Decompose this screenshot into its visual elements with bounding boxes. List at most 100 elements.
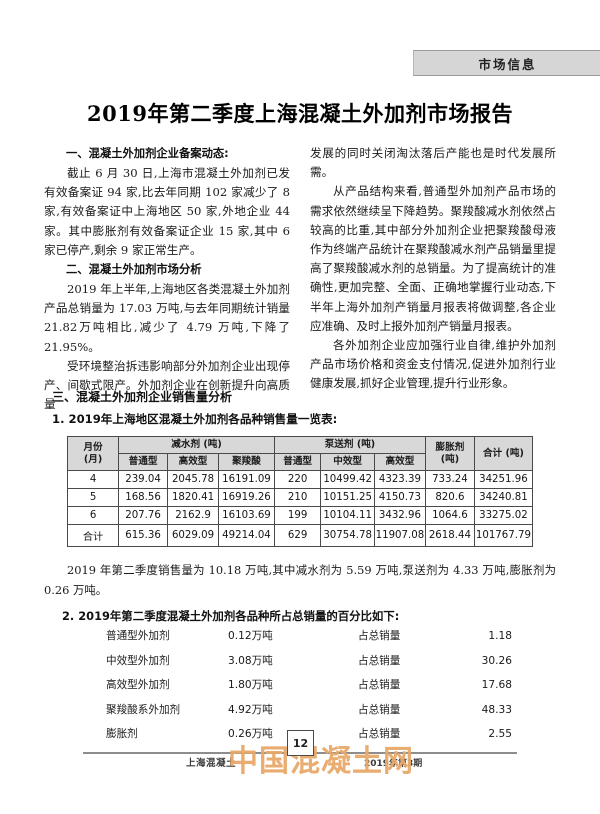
section-1-heading: 一、混凝土外加剂企业备案动态: [66, 147, 229, 160]
section-2-heading: 二、混凝土外加剂市场分析 [66, 263, 202, 277]
cell-value: 10151.25 [320, 488, 375, 507]
percentage-label: 占总销量 [358, 654, 401, 667]
section-2-paragraph-2: 受环境整治拆违影响部分外加剂企业出现停产、间歇式限产。外加剂企业在创新提升向高质… [44, 358, 290, 412]
cell-value: 10499.42 [320, 470, 375, 489]
section-3: 三、混凝土外加剂企业销售量分析 1. 2019年上海地区混凝土外加剂各品种销售量… [44, 388, 556, 427]
watermark: 中国混凝土网 [228, 744, 414, 779]
footer-left-label: 上海混凝土 [186, 758, 237, 769]
cell-value: 34251.96 [473, 470, 534, 489]
cell-value: 2045.78 [166, 470, 220, 489]
percentage-label: 占总销量 [358, 679, 401, 691]
cell-value: 210 [273, 488, 322, 507]
percentage-label: 占总销量 [358, 630, 401, 642]
cell-value: 33275.02 [473, 506, 534, 525]
percentage-list: 普通型外加剂 0.12万吨 占总销量 1.18 中效型外加剂 3.08万吨 占总销量 30.2… [106, 628, 516, 751]
cell-value: 34240.81 [473, 488, 534, 507]
article-body: 一、混凝土外加剂企业备案动态: 截止 6 月 30 日,上海市混凝土外加剂已发有… [44, 144, 556, 414]
cell-value: 101767.79 [473, 524, 534, 547]
column-right: 发展的同时关闭淘汰落后产能也是时代发展所需。 从产品结构来看,普通型外加剂产品市… [310, 144, 556, 414]
header-sub-1: 高效型 [166, 453, 220, 471]
cell-month: 5 [66, 488, 120, 507]
table-row: 5 168.56 1820.41 16919.26 210 10151.25 4150.73… [66, 488, 534, 507]
cell-value: 168.56 [118, 488, 168, 507]
percentage-name: 普通型外加剂 [106, 630, 170, 642]
table-row: 4 239.04 2045.78 16191.09 220 10499.42 4323.39… [66, 470, 534, 489]
section-2-paragraph-1: 2019 年上半年,上海地区各类混凝土外加剂产品总销量为 17.03 万吨,与去… [44, 282, 290, 354]
running-header-label: 市场信息 [478, 56, 537, 72]
cell-value: 16191.09 [218, 470, 275, 489]
percentage-name: 膨胀剂 [106, 728, 138, 740]
cell-value: 49214.04 [218, 524, 275, 547]
cell-value: 1064.6 [425, 506, 475, 525]
percentage-label: 占总销量 [358, 703, 401, 716]
cell-value: 16919.26 [218, 488, 275, 507]
cell-value: 1820.41 [166, 488, 220, 507]
cell-month: 4 [66, 470, 120, 489]
cell-value: 615.36 [118, 524, 168, 547]
percentage-label: 占总销量 [358, 728, 401, 740]
header-month-line2: (月) [83, 453, 103, 465]
header-sub-2: 聚羧酸 [218, 453, 275, 471]
cell-month: 6 [66, 506, 120, 525]
percentage-row: 高效型外加剂 1.80万吨 占总销量 17.68 [106, 677, 516, 702]
summary-paragraph: 2019 年第二季度销售量为 10.18 万吨,其中减水剂为 5.59 万吨,泵… [44, 563, 556, 597]
section-3-item-1: 1. 2019年上海地区混凝土外加剂各品种销售量一览表: [52, 412, 338, 426]
percentage-name: 中效型外加剂 [106, 654, 170, 667]
sales-table-wrapper: 月份 (月) 减水剂 (吨) 泵送剂 (吨) 膨胀剂 (吨) 合计 (吨) 普通… [66, 436, 534, 547]
column-left: 一、混凝土外加剂企业备案动态: 截止 6 月 30 日,上海市混凝土外加剂已发有… [44, 144, 290, 414]
cell-value: 16103.69 [218, 506, 275, 525]
running-header: 市场信息 [413, 50, 600, 76]
right-paragraph-3: 各外加剂企业应加强行业自律,维护外加剂产品市场价格和资金支付情况,促进外加剂行业… [310, 338, 556, 391]
percentage-name: 聚羧酸系外加剂 [106, 703, 181, 716]
header-month: 月份 (月) [66, 436, 120, 471]
percentage-value: 48.33 [481, 703, 512, 716]
header-sub-0: 普通型 [118, 453, 168, 471]
percentage-amount: 3.08万吨 [228, 654, 273, 667]
right-paragraph-1: 发展的同时关闭淘汰落后产能也是时代发展所需。 [310, 146, 556, 180]
header-expander: 膨胀剂 (吨) [425, 436, 475, 471]
percentage-amount: 1.80万吨 [228, 679, 273, 691]
cell-value: 199 [273, 506, 322, 525]
header-sub-3: 普通型 [273, 453, 322, 471]
cell-value: 629 [273, 524, 322, 547]
percentage-value: 30.26 [481, 654, 512, 667]
percentage-value: 2.55 [488, 728, 512, 740]
cell-value: 2618.44 [425, 524, 475, 547]
header-sub-4: 中效型 [320, 453, 375, 471]
section-3-item-2: 2. 2019年第二季度混凝土外加剂各品种所占总销量的百分比如下: [62, 609, 400, 623]
percentage-value: 17.68 [481, 679, 512, 691]
page-title: 2019年第二季度上海混凝土外加剂市场报告 [87, 101, 513, 126]
header-expander-line1: 膨胀剂 [435, 441, 465, 453]
cell-value: 6029.09 [166, 524, 220, 547]
percentage-amount: 0.12万吨 [228, 630, 273, 642]
percentage-row: 中效型外加剂 3.08万吨 占总销量 30.26 [106, 653, 516, 678]
section-3-heading: 三、混凝土外加剂企业销售量分析 [52, 390, 233, 404]
header-month-line1: 月份 [83, 441, 103, 453]
table-header-row-1: 月份 (月) 减水剂 (吨) 泵送剂 (吨) 膨胀剂 (吨) 合计 (吨) [66, 436, 534, 471]
cell-value: 2162.9 [166, 506, 220, 525]
cell-value: 207.76 [118, 506, 168, 525]
percentage-row: 聚羧酸系外加剂 4.92万吨 占总销量 48.33 [106, 702, 516, 727]
percentage-amount: 0.26万吨 [228, 728, 273, 740]
table-row: 6 207.76 2162.9 16103.69 199 10104.11 3432.96 1… [66, 506, 534, 525]
percentage-name: 高效型外加剂 [106, 679, 170, 691]
cell-value: 11907.08 [373, 524, 427, 547]
cell-value: 10104.11 [320, 506, 375, 525]
cell-value: 3432.96 [373, 506, 427, 525]
header-total: 合计 (吨) [473, 436, 534, 471]
cell-value: 220 [273, 470, 322, 489]
page-number: 12 [287, 730, 314, 756]
cell-value: 4323.39 [373, 470, 427, 489]
cell-month: 合计 [66, 524, 120, 547]
cell-value: 239.04 [118, 470, 168, 489]
header-group-reducer: 减水剂 (吨) [118, 436, 275, 454]
header-sub-5: 高效型 [373, 453, 427, 471]
percentage-amount: 4.92万吨 [228, 703, 273, 716]
percentage-row: 膨胀剂 0.26万吨 占总销量 2.55 [106, 726, 516, 751]
header-group-pump: 泵送剂 (吨) [273, 436, 427, 454]
cell-value: 733.24 [425, 470, 475, 489]
cell-value: 30754.78 [320, 524, 375, 547]
sales-table: 月份 (月) 减水剂 (吨) 泵送剂 (吨) 膨胀剂 (吨) 合计 (吨) 普通… [66, 436, 534, 547]
footer-right-label: 2019年第3期 [364, 759, 423, 769]
right-paragraph-2: 从产品结构来看,普通型外加剂产品市场的需求依然继续呈下降趋势。聚羧酸减水剂依然占… [310, 184, 556, 333]
